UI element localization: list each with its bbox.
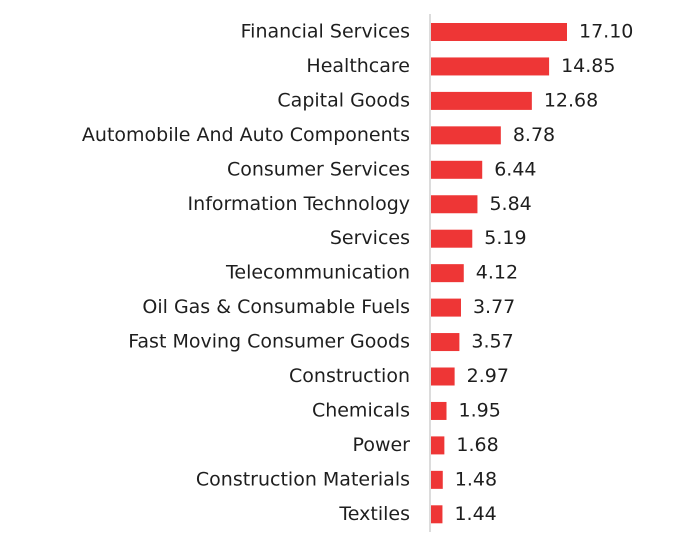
bar (431, 91, 532, 110)
bar (431, 23, 567, 41)
value-label: 1.48 (455, 468, 497, 490)
category-label: Textiles (338, 503, 410, 525)
bar (431, 401, 447, 420)
value-label: 1.44 (454, 503, 496, 525)
bar (431, 470, 443, 489)
category-label: Services (330, 227, 410, 249)
bar (431, 333, 460, 352)
category-label: Consumer Services (227, 158, 410, 180)
category-label: Oil Gas & Consumable Fuels (142, 296, 410, 318)
value-label: 3.57 (471, 331, 513, 353)
category-label: Telecommunication (225, 262, 410, 284)
value-label: 12.68 (544, 89, 598, 111)
bar (431, 57, 550, 76)
value-label: 17.10 (579, 21, 633, 43)
bar (431, 367, 455, 386)
category-label: Chemicals (312, 399, 410, 421)
bar (431, 436, 445, 455)
value-label: 6.44 (494, 158, 536, 180)
category-label: Automobile And Auto Components (82, 124, 410, 146)
bar (431, 229, 473, 248)
value-label: 5.19 (484, 227, 526, 249)
value-label: 5.84 (489, 193, 531, 215)
value-label: 2.97 (467, 365, 509, 387)
value-label: 1.95 (459, 399, 501, 421)
bar (431, 126, 501, 145)
value-label: 1.68 (456, 434, 498, 456)
value-label: 14.85 (561, 55, 615, 77)
category-label: Information Technology (188, 193, 410, 215)
category-label: Capital Goods (277, 89, 410, 111)
bar (431, 298, 461, 317)
category-label: Financial Services (241, 21, 410, 43)
bar (431, 264, 464, 283)
bar (431, 195, 478, 214)
category-label: Fast Moving Consumer Goods (128, 331, 410, 353)
value-label: 8.78 (513, 124, 555, 146)
category-label: Construction Materials (196, 468, 410, 490)
category-label: Power (353, 434, 411, 456)
category-label: Healthcare (306, 55, 410, 77)
bar (431, 505, 443, 524)
category-label: Construction (289, 365, 410, 387)
value-label: 4.12 (476, 262, 518, 284)
value-label: 3.77 (473, 296, 515, 318)
bar (431, 160, 483, 179)
